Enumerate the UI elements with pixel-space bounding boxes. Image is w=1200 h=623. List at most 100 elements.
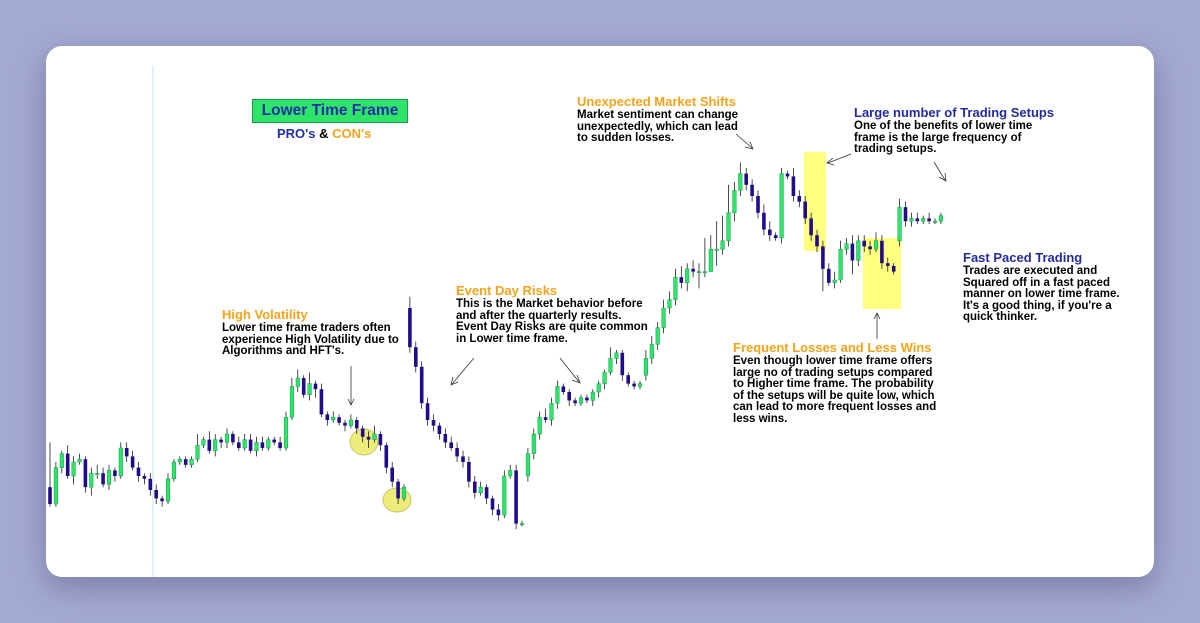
annotation-arrows — [347, 133, 947, 406]
candle-body-bear — [768, 229, 772, 236]
candle-body-bear — [408, 308, 412, 348]
candle-body-bear — [927, 218, 931, 222]
candle — [596, 380, 601, 398]
candle — [768, 221, 772, 241]
candle — [165, 473, 171, 504]
candle-body-bull — [932, 220, 938, 223]
candle — [390, 462, 394, 488]
candle-body-bear — [484, 487, 489, 499]
candle — [313, 380, 318, 398]
candle — [880, 235, 884, 269]
candle-body-bear — [797, 196, 802, 202]
candle-body-bull — [525, 453, 530, 477]
candle-body-bear — [815, 235, 819, 247]
candle-body-bear — [390, 467, 394, 482]
candle — [696, 263, 702, 289]
candle — [643, 350, 648, 381]
candle-body-bull — [685, 268, 690, 284]
candle-body-bear — [154, 490, 158, 499]
candle — [915, 212, 920, 224]
candle-body-bear — [862, 240, 866, 247]
candle-body-bear — [237, 442, 241, 448]
candle-body-bull — [195, 444, 200, 460]
candle — [927, 212, 931, 224]
candle-body-bear — [455, 448, 459, 457]
candle-body-bull — [578, 397, 584, 404]
candle-body-bull — [608, 358, 613, 373]
candle — [762, 204, 766, 236]
candle-body-bull — [537, 416, 542, 435]
candle-body-bear — [744, 173, 748, 185]
candle-body-bear — [561, 386, 566, 392]
candle — [744, 168, 748, 191]
arrow-event-day — [450, 357, 475, 386]
candle — [891, 263, 896, 275]
candle — [549, 397, 554, 426]
candle — [791, 168, 796, 202]
candle-body-bull — [254, 442, 259, 452]
candle — [655, 322, 660, 350]
candle — [756, 190, 760, 219]
candle-body-bear — [585, 397, 589, 401]
candle-body-bull — [873, 240, 879, 250]
candle — [844, 238, 849, 255]
candle-body-bear — [396, 481, 400, 499]
candle-body-bear — [414, 347, 418, 367]
candle — [473, 476, 477, 499]
candle — [467, 456, 471, 488]
candle-body-bear — [880, 240, 884, 264]
candle — [278, 436, 282, 451]
candle-body-bear — [124, 448, 129, 457]
candle-body-bull — [714, 248, 719, 251]
candle — [95, 464, 100, 479]
candle — [101, 467, 105, 488]
candle-body-bull — [549, 402, 554, 421]
candle — [850, 235, 855, 275]
candle — [909, 212, 914, 227]
candle-body-bear — [461, 456, 465, 462]
candle — [455, 442, 459, 462]
candle — [65, 445, 70, 479]
candle — [366, 431, 371, 448]
candle — [124, 442, 129, 462]
candle-body-bull — [307, 383, 312, 396]
candle-body-bull — [348, 419, 353, 426]
candle-body-bull — [106, 470, 112, 485]
candle-body-bull — [590, 391, 595, 401]
candle — [626, 372, 630, 387]
candle-body-bear — [419, 366, 424, 404]
candle — [578, 394, 584, 406]
annotation-body: Even though lower time frame offers larg… — [733, 355, 937, 425]
candle-body-bull — [844, 243, 849, 250]
candle — [183, 456, 188, 468]
candle-body-bull — [189, 458, 194, 466]
candle — [750, 179, 754, 202]
candle-body-bull — [165, 478, 171, 502]
annotation-high-volatility: High Volatility Lower time frame traders… — [222, 307, 399, 358]
candle — [360, 425, 365, 443]
candle — [803, 196, 807, 224]
candle — [691, 260, 695, 278]
candle-body-bull — [614, 352, 619, 359]
candle — [71, 456, 76, 485]
candle-body-bull — [832, 279, 837, 284]
candle — [555, 380, 560, 409]
candle — [484, 484, 489, 504]
chart-title: Lower Time Frame — [252, 99, 408, 123]
candle — [260, 436, 265, 451]
candle-body-bear — [101, 473, 105, 485]
candle-body-bear — [691, 268, 695, 272]
arrow-high-volatility — [347, 366, 355, 406]
candle — [508, 464, 513, 479]
candle — [343, 420, 347, 432]
candle — [779, 168, 784, 244]
candle — [585, 394, 589, 404]
candle — [213, 434, 218, 457]
candle-body-bull — [118, 447, 123, 477]
candle — [301, 375, 306, 398]
candle-body-bull — [95, 472, 100, 475]
candle — [537, 411, 542, 440]
candle — [514, 464, 518, 530]
candle-body-bear — [231, 434, 235, 443]
candle-body-bear — [868, 246, 872, 250]
